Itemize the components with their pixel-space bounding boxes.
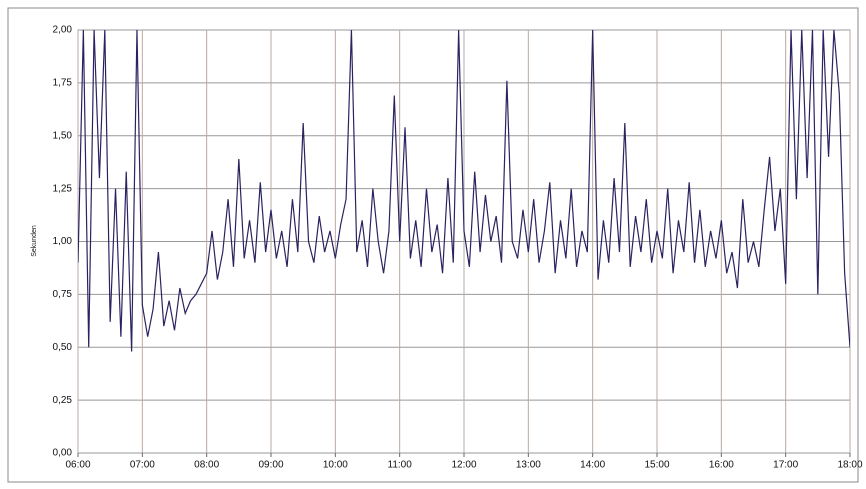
x-tick-label: 10:00: [323, 460, 348, 471]
x-tick-label: 13:00: [516, 460, 541, 471]
y-tick-label: 0,50: [53, 342, 73, 353]
y-axis-label: Sekunden: [31, 225, 38, 257]
x-tick-label: 06:00: [65, 460, 90, 471]
x-tick-label: 07:00: [130, 460, 155, 471]
y-tick-label: 2,00: [53, 25, 73, 36]
y-tick-label: 1,50: [53, 130, 73, 141]
x-tick-label: 15:00: [644, 460, 669, 471]
y-tick-label: 0,00: [53, 448, 73, 459]
x-tick-label: 08:00: [194, 460, 219, 471]
data-line: [78, 30, 850, 352]
x-tick-label: 18:00: [837, 460, 862, 471]
x-tick-label: 16:00: [709, 460, 734, 471]
y-tick-label: 1,00: [53, 236, 73, 247]
x-tick-label: 09:00: [258, 460, 283, 471]
x-tick-label: 17:00: [773, 460, 798, 471]
y-tick-label: 1,75: [53, 78, 73, 89]
x-tick-label: 14:00: [580, 460, 605, 471]
y-tick-label: 1,25: [53, 183, 73, 194]
x-tick-label: 12:00: [451, 460, 476, 471]
y-tick-label: 0,25: [53, 395, 73, 406]
x-tick-label: 11:00: [388, 460, 413, 471]
y-tick-label: 0,75: [53, 289, 73, 300]
